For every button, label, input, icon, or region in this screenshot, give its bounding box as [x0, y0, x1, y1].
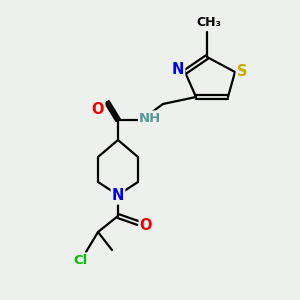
Text: CH₃: CH₃	[196, 16, 221, 28]
Text: NH: NH	[139, 112, 161, 124]
Text: O: O	[140, 218, 152, 232]
Text: O: O	[92, 101, 104, 116]
Text: S: S	[237, 64, 247, 80]
Text: N: N	[172, 62, 184, 77]
Text: Cl: Cl	[74, 254, 88, 266]
Text: N: N	[112, 188, 124, 203]
